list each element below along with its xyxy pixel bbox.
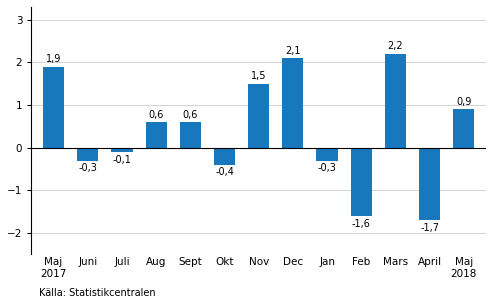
Text: 0,9: 0,9	[456, 97, 471, 107]
Text: -0,3: -0,3	[317, 163, 337, 173]
Bar	[317, 148, 338, 161]
Bar	[419, 148, 440, 220]
Text: -1,6: -1,6	[352, 219, 371, 229]
Text: -1,7: -1,7	[420, 223, 439, 233]
Text: -0,1: -0,1	[112, 155, 132, 164]
Text: -0,4: -0,4	[215, 168, 234, 178]
Bar	[145, 122, 167, 148]
Text: 0,6: 0,6	[182, 110, 198, 119]
Text: -0,3: -0,3	[78, 163, 97, 173]
Bar	[453, 109, 474, 148]
Bar	[351, 148, 372, 216]
Text: Källa: Statistikcentralen: Källa: Statistikcentralen	[39, 288, 156, 298]
Bar	[214, 148, 235, 165]
Bar	[248, 84, 269, 148]
Text: 2,1: 2,1	[285, 46, 301, 56]
Bar	[385, 54, 406, 148]
Bar	[180, 122, 201, 148]
Bar	[43, 67, 64, 148]
Bar	[77, 148, 99, 161]
Bar	[282, 58, 304, 148]
Text: 1,5: 1,5	[251, 71, 266, 81]
Text: 0,6: 0,6	[148, 110, 164, 119]
Text: 2,2: 2,2	[387, 41, 403, 51]
Bar	[111, 148, 133, 152]
Text: 1,9: 1,9	[46, 54, 61, 64]
